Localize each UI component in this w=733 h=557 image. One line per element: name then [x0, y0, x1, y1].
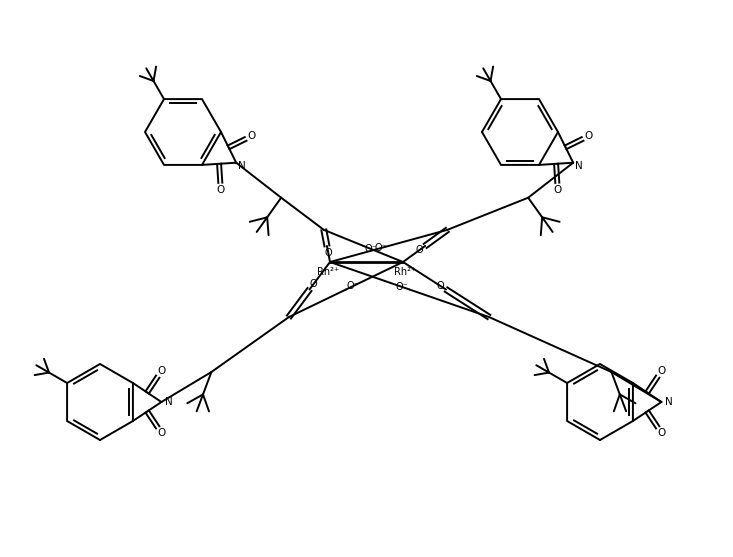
Text: Rh²⁺: Rh²⁺ [394, 267, 416, 277]
Text: O: O [658, 366, 666, 376]
Text: N: N [238, 161, 246, 171]
Text: O⁻: O⁻ [396, 282, 408, 292]
Text: Rh²⁺: Rh²⁺ [317, 267, 339, 277]
Text: O: O [158, 366, 166, 376]
Text: O: O [217, 185, 225, 195]
Text: O⁻: O⁻ [364, 244, 377, 254]
Text: O⁻: O⁻ [375, 243, 387, 253]
Text: N: N [164, 397, 172, 407]
Text: N: N [665, 397, 672, 407]
Text: N: N [575, 161, 583, 171]
Text: O: O [310, 279, 317, 289]
Text: O: O [585, 131, 593, 141]
Text: O: O [658, 428, 666, 438]
Text: O: O [248, 131, 256, 141]
Text: O: O [416, 245, 424, 255]
Text: O: O [325, 248, 332, 258]
Text: O: O [436, 281, 444, 291]
Text: O: O [158, 428, 166, 438]
Text: O⁻: O⁻ [347, 281, 360, 291]
Text: O: O [553, 185, 562, 195]
